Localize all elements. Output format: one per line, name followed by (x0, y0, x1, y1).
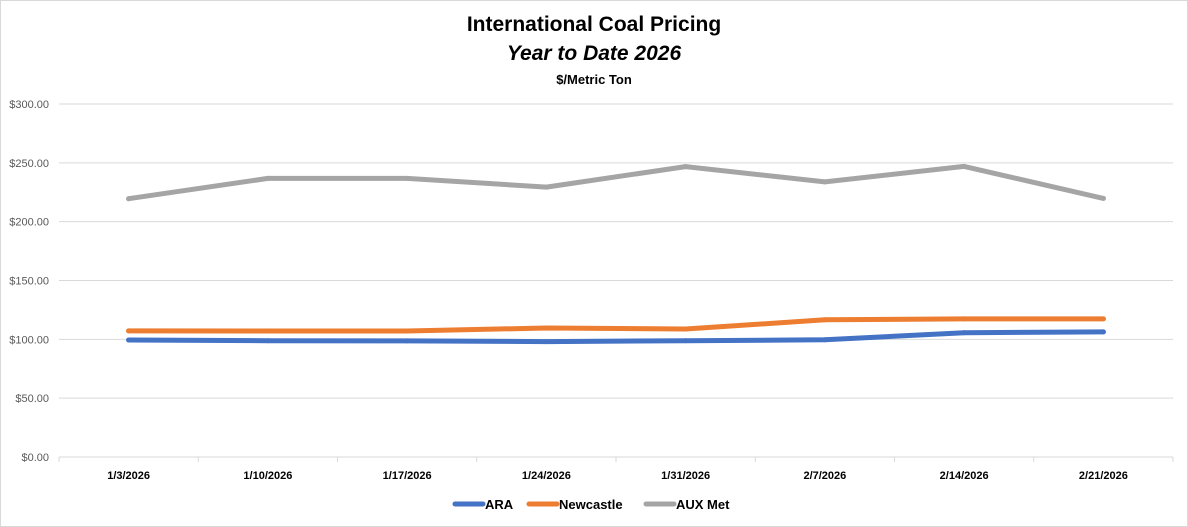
y-tick-label: $50.00 (15, 393, 49, 405)
y-axis-tick-labels: $0.00 $50.00 $100.00 $150.00 $200.00 $250.00 $… (9, 99, 49, 464)
data-point (683, 338, 689, 344)
legend-label: Newcastle (559, 497, 623, 512)
data-point (126, 196, 132, 202)
data-point (404, 328, 410, 334)
data-point (683, 326, 689, 332)
x-tick-label: 1/17/2026 (383, 470, 432, 482)
chart-subtitle: Year to Date 2026 (506, 42, 682, 65)
legend: ARA Newcastle AUX Met (452, 497, 730, 512)
data-point (1100, 195, 1106, 201)
data-point (404, 338, 410, 344)
series-line-newcastle (126, 316, 1106, 334)
data-point (961, 163, 967, 169)
legend-label: ARA (485, 497, 514, 512)
data-point (1100, 329, 1106, 335)
data-point (683, 164, 689, 170)
data-point (265, 175, 271, 181)
x-tick-label: 1/3/2026 (107, 470, 150, 482)
y-tick-label: $200.00 (9, 217, 49, 229)
x-tick-label: 1/24/2026 (522, 470, 571, 482)
data-point (404, 175, 410, 181)
data-point (126, 337, 132, 343)
x-tick-label: 1/31/2026 (661, 470, 710, 482)
legend-item: Newcastle (526, 497, 623, 512)
x-tick-label: 1/10/2026 (243, 470, 292, 482)
chart-title: International Coal Pricing (466, 13, 722, 36)
data-point (961, 330, 967, 336)
data-point (1100, 316, 1106, 322)
data-point (822, 317, 828, 323)
data-point (543, 339, 549, 345)
data-point (265, 338, 271, 344)
series-line-ara (126, 329, 1106, 345)
y-tick-label: $300.00 (9, 99, 49, 111)
series-line-aux-met (126, 163, 1106, 202)
x-axis (58, 456, 1174, 462)
legend-item: AUX Met (643, 497, 730, 512)
series-lines (126, 163, 1106, 345)
data-point (961, 316, 967, 322)
data-point (543, 184, 549, 190)
data-point (822, 179, 828, 185)
data-point (126, 328, 132, 334)
legend-label: AUX Met (676, 497, 730, 512)
y-tick-label: $150.00 (9, 276, 49, 288)
chart-units-label: $/Metric Ton (556, 72, 632, 87)
y-tick-label: $0.00 (21, 452, 49, 464)
x-tick-label: 2/14/2026 (940, 470, 989, 482)
x-tick-label: 2/21/2026 (1079, 470, 1128, 482)
x-axis-tick-labels: 1/3/2026 1/10/2026 1/17/2026 1/24/2026 1/31/… (107, 470, 1128, 482)
gridlines (59, 103, 1173, 399)
data-point (265, 328, 271, 334)
data-point (822, 337, 828, 343)
legend-item: ARA (452, 497, 514, 512)
y-tick-label: $100.00 (9, 334, 49, 346)
x-tick-label: 2/7/2026 (803, 470, 846, 482)
data-point (543, 325, 549, 331)
y-tick-label: $250.00 (9, 158, 49, 170)
